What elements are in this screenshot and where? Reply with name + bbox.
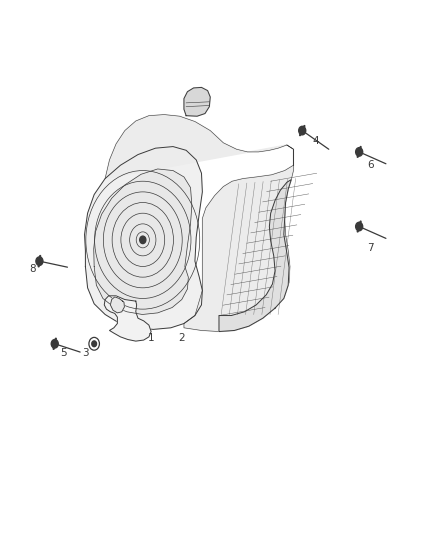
Circle shape [356,222,363,231]
Polygon shape [219,180,291,332]
Text: 5: 5 [60,348,67,358]
Text: 2: 2 [178,334,185,343]
Circle shape [356,148,363,156]
Circle shape [36,257,43,265]
Circle shape [140,236,146,244]
Circle shape [299,126,306,135]
Polygon shape [104,296,151,341]
Circle shape [92,341,96,346]
Polygon shape [105,115,293,332]
Text: 3: 3 [82,348,89,358]
Text: 6: 6 [367,160,374,170]
Circle shape [51,340,58,348]
Text: 1: 1 [148,334,155,343]
Polygon shape [94,169,192,314]
Polygon shape [110,297,124,313]
Text: 8: 8 [29,264,36,274]
Text: 7: 7 [367,243,374,253]
Polygon shape [85,147,202,329]
Polygon shape [184,87,210,116]
Text: 4: 4 [312,136,319,146]
